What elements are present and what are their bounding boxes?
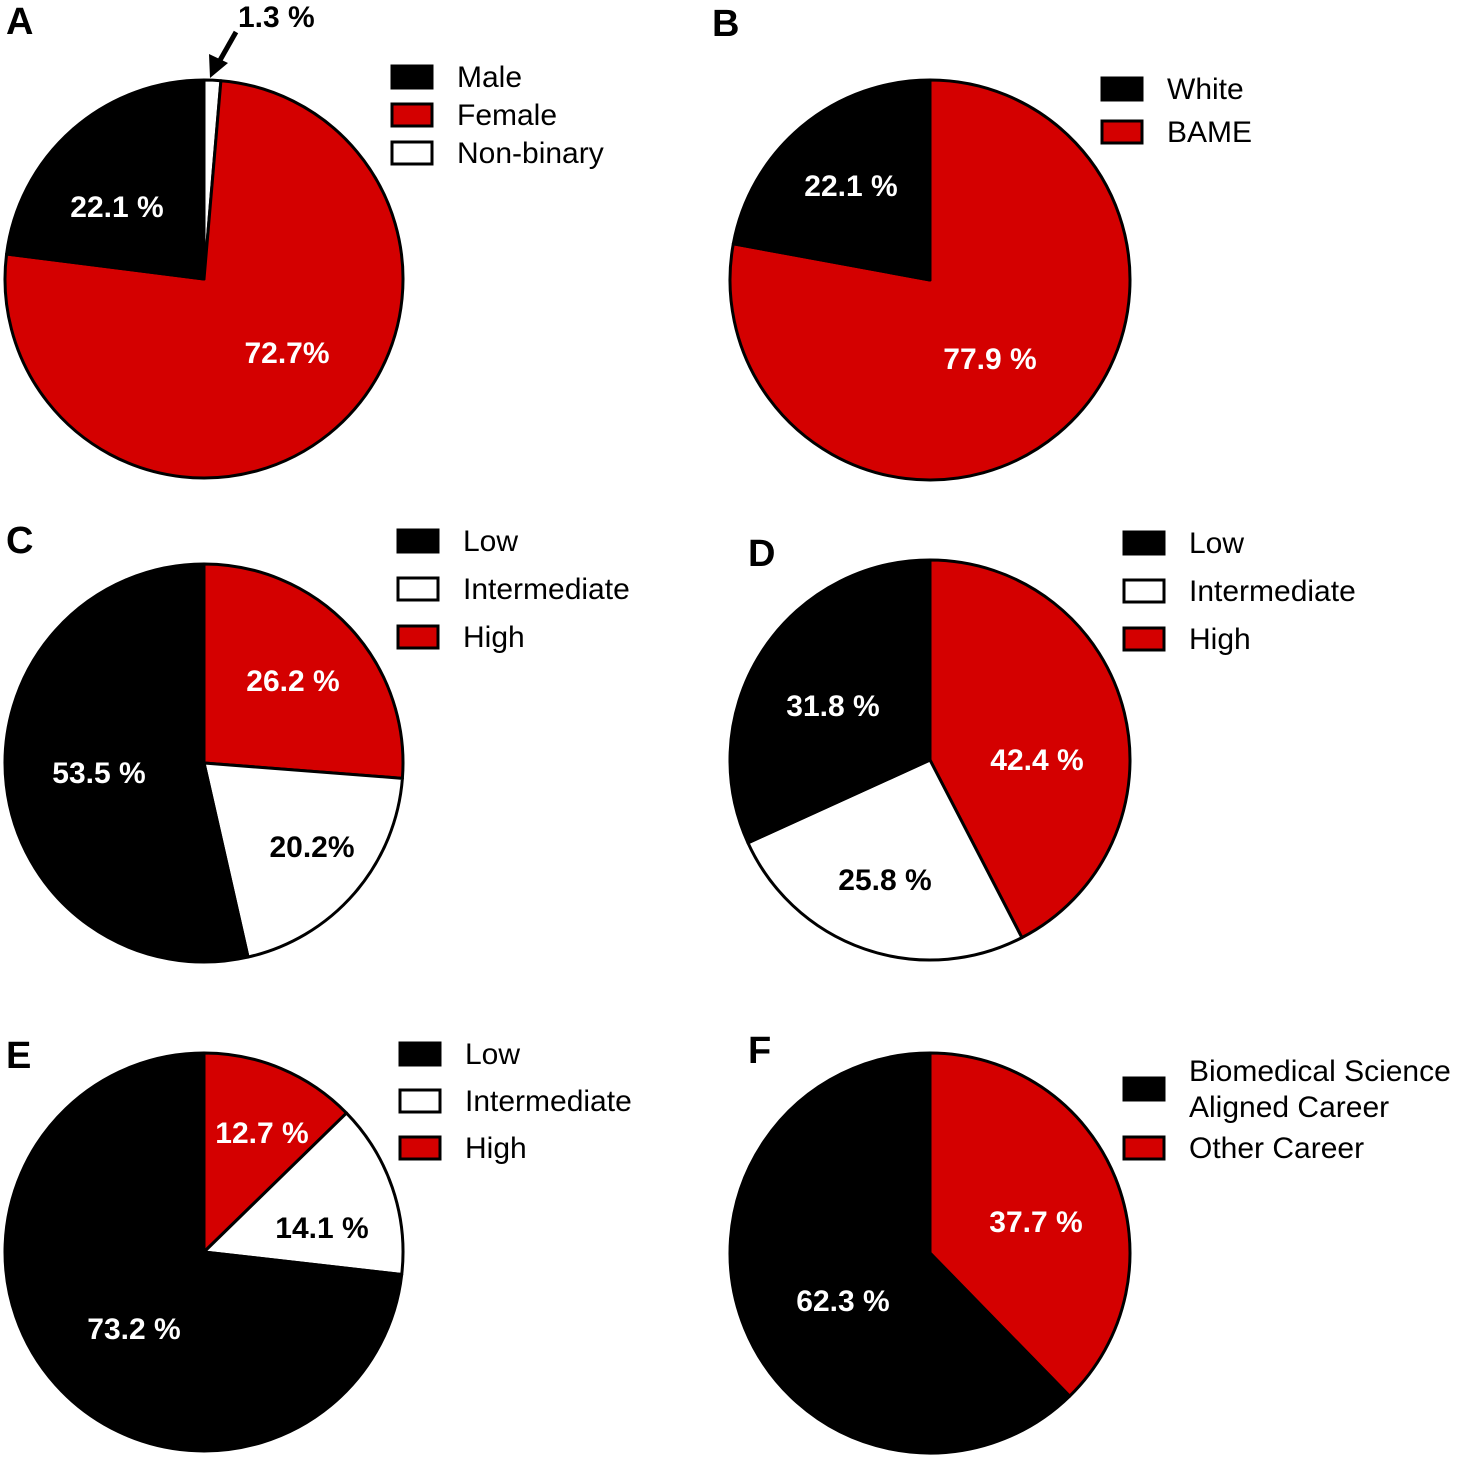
panel-letter: C xyxy=(6,520,33,562)
slice-label: 22.1 % xyxy=(70,191,163,224)
pie-panel-a: A 22.1 % 72.7% 1.3 % Male Female Non-binary xyxy=(3,1,604,480)
callout-arrow-shaft xyxy=(216,30,239,64)
slice-label: 72.7% xyxy=(244,337,329,370)
legend-swatch xyxy=(1100,119,1144,145)
legend-label: Other Career xyxy=(1189,1132,1364,1165)
pie-slice-intermediate xyxy=(202,761,404,959)
legend-swatch xyxy=(396,624,440,650)
slice-label: 25.8 % xyxy=(838,864,931,897)
slice-label: 77.9 % xyxy=(943,343,1036,376)
slice-label: 42.4 % xyxy=(990,744,1083,777)
legend-label: Intermediate xyxy=(465,1085,632,1118)
legend-swatch xyxy=(398,1088,442,1114)
legend-swatch xyxy=(1122,578,1166,604)
legend-label: White xyxy=(1167,73,1244,106)
legend-swatch xyxy=(390,140,434,166)
legend-item: Low xyxy=(1122,527,1244,560)
panel-letter: A xyxy=(6,1,33,43)
legend-label: Aligned Career xyxy=(1189,1091,1389,1124)
legend-label: Non-binary xyxy=(457,137,604,170)
slice-label: 20.2% xyxy=(269,831,354,864)
slice-label: 12.7 % xyxy=(215,1117,308,1150)
slice-label: 73.2 % xyxy=(87,1313,180,1346)
pie-slice-low xyxy=(3,1051,404,1453)
legend-item: Male xyxy=(390,61,522,94)
pie-slice-intermediate xyxy=(746,758,1024,962)
slice-label: 62.3 % xyxy=(796,1285,889,1318)
slice-label: 31.8 % xyxy=(786,690,879,723)
legend-label: Low xyxy=(1189,527,1244,560)
pie-slice-biomedical-science-aligned-career xyxy=(728,1051,1072,1455)
legend-item: BAME xyxy=(1100,116,1252,149)
pie-slice-male xyxy=(5,78,206,281)
legend-label: High xyxy=(465,1132,527,1165)
legend-swatch xyxy=(1122,1135,1166,1161)
legend: White BAME xyxy=(1100,73,1252,149)
legend-swatch xyxy=(396,528,440,554)
pie-slice-low xyxy=(728,558,932,845)
callout-arrow-head xyxy=(209,54,228,78)
panel-letter: E xyxy=(6,1035,31,1077)
legend-swatch xyxy=(396,576,440,602)
pie-slice-intermediate xyxy=(202,1111,405,1276)
legend-label: Male xyxy=(457,61,522,94)
pie-slice-low xyxy=(3,562,250,964)
slice-label: 14.1 % xyxy=(275,1212,368,1245)
legend-swatch xyxy=(390,64,434,90)
legend-label: Low xyxy=(465,1038,520,1071)
pie-slice-white xyxy=(731,78,932,282)
legend-item: High xyxy=(396,621,525,654)
legend-label: Intermediate xyxy=(1189,575,1356,608)
slice-label: 22.1 % xyxy=(804,170,897,203)
legend-item: Non-binary xyxy=(390,137,604,170)
legend-swatch xyxy=(390,102,434,128)
legend-label: BAME xyxy=(1167,116,1252,149)
panel-letter: D xyxy=(748,533,775,575)
legend-swatch xyxy=(1122,530,1166,556)
pie-panel-c: C 53.5 % 20.2% 26.2 % Low Intermediate High xyxy=(3,520,630,964)
legend-swatch xyxy=(398,1041,442,1067)
legend-item: Female xyxy=(390,99,557,132)
pie-panel-e: E 73.2 % 14.1 % 12.7 % Low Intermediate High xyxy=(3,1035,632,1453)
legend-swatch xyxy=(1100,76,1144,102)
pie-slice-high xyxy=(202,1051,348,1254)
panel-letter: B xyxy=(712,3,739,45)
legend: Low Intermediate High xyxy=(1122,527,1356,656)
legend-label: High xyxy=(1189,623,1251,656)
legend-item: Low xyxy=(398,1038,520,1071)
legend: Low Intermediate High xyxy=(396,525,630,654)
legend-item: High xyxy=(1122,623,1251,656)
legend-item: Other Career xyxy=(1122,1132,1364,1165)
legend-label: Biomedical Science xyxy=(1189,1055,1451,1088)
legend-swatch xyxy=(398,1135,442,1161)
callout-label: 1.3 % xyxy=(238,1,315,34)
legend: Low Intermediate High xyxy=(398,1038,632,1165)
legend-item: White xyxy=(1100,73,1244,106)
legend-item: Intermediate xyxy=(396,573,630,606)
slice-label: 26.2 % xyxy=(246,665,339,698)
legend-item: Low xyxy=(396,525,518,558)
legend-item: Intermediate xyxy=(398,1085,632,1118)
pie-slice-high xyxy=(202,562,405,780)
slice-label: 53.5 % xyxy=(52,757,145,790)
legend-swatch xyxy=(1122,1076,1166,1102)
slice-label: 37.7 % xyxy=(989,1206,1082,1239)
legend-item: High xyxy=(398,1132,527,1165)
legend-label: Intermediate xyxy=(463,573,630,606)
legend-label: Female xyxy=(457,99,557,132)
pie-panel-d: D 31.8 % 25.8 % 42.4 % Low Intermediate High xyxy=(728,527,1356,962)
legend-swatch xyxy=(1122,626,1166,652)
legend-label: Low xyxy=(463,525,518,558)
pie-slice-other-career xyxy=(928,1051,1132,1398)
legend: Male Female Non-binary xyxy=(390,61,604,170)
panel-letter: F xyxy=(748,1030,771,1072)
pie-slice-high xyxy=(928,558,1132,940)
legend-label: High xyxy=(463,621,525,654)
legend-item: Intermediate xyxy=(1122,575,1356,608)
pie-panel-b: B 22.1 % 77.9 % White BAME xyxy=(712,3,1252,482)
